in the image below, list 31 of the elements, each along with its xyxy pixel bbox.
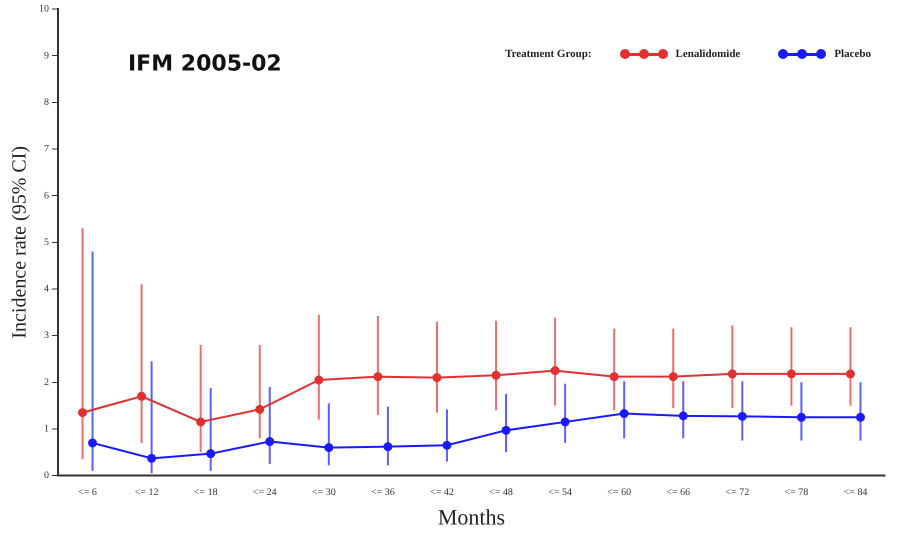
x-tick-label: <= 54 (548, 487, 572, 498)
y-tick-label: 4 (44, 284, 49, 295)
y-tick-label: 1 (44, 424, 49, 435)
text: IFM 2005-02 (128, 52, 282, 77)
x-axis-title: Months (438, 504, 506, 530)
x-tick-label: <= 30 (312, 487, 336, 498)
x-tick-label: <= 42 (430, 487, 454, 498)
y-tick-label: 6 (44, 190, 49, 202)
y-tick-label: 5 (44, 236, 49, 248)
legend-label: Lenalidomide (676, 48, 740, 60)
x-tick-label: <= 72 (725, 487, 750, 498)
x-tick-label: <= 18 (194, 487, 218, 498)
y-tick-label: 9 (44, 50, 49, 62)
y-tick-label: 10 (39, 4, 49, 15)
x-tick-label: <= 48 (489, 487, 513, 498)
y-tick-label: 2 (44, 376, 49, 388)
y-tick-label: 8 (44, 96, 49, 108)
x-tick-label: <= 24 (252, 487, 277, 498)
x-tick-label: <= 66 (666, 487, 690, 498)
x-tick-label: <= 60 (607, 487, 632, 498)
legend-label: Placebo (834, 48, 871, 60)
legend-title: Treatment Group: (505, 48, 592, 60)
y-tick-label: 3 (44, 330, 49, 342)
y-tick-label: 7 (44, 144, 49, 155)
x-tick-label: <= 12 (134, 487, 158, 498)
y-axis-title: Incidence rate (95% CI) (8, 146, 30, 339)
x-tick-label: <= 6 (78, 487, 97, 498)
x-tick-label: <= 36 (371, 487, 395, 498)
x-tick-label: <= 78 (784, 487, 808, 498)
y-tick-label: 0 (44, 470, 49, 482)
x-tick-label: <= 84 (844, 487, 868, 498)
